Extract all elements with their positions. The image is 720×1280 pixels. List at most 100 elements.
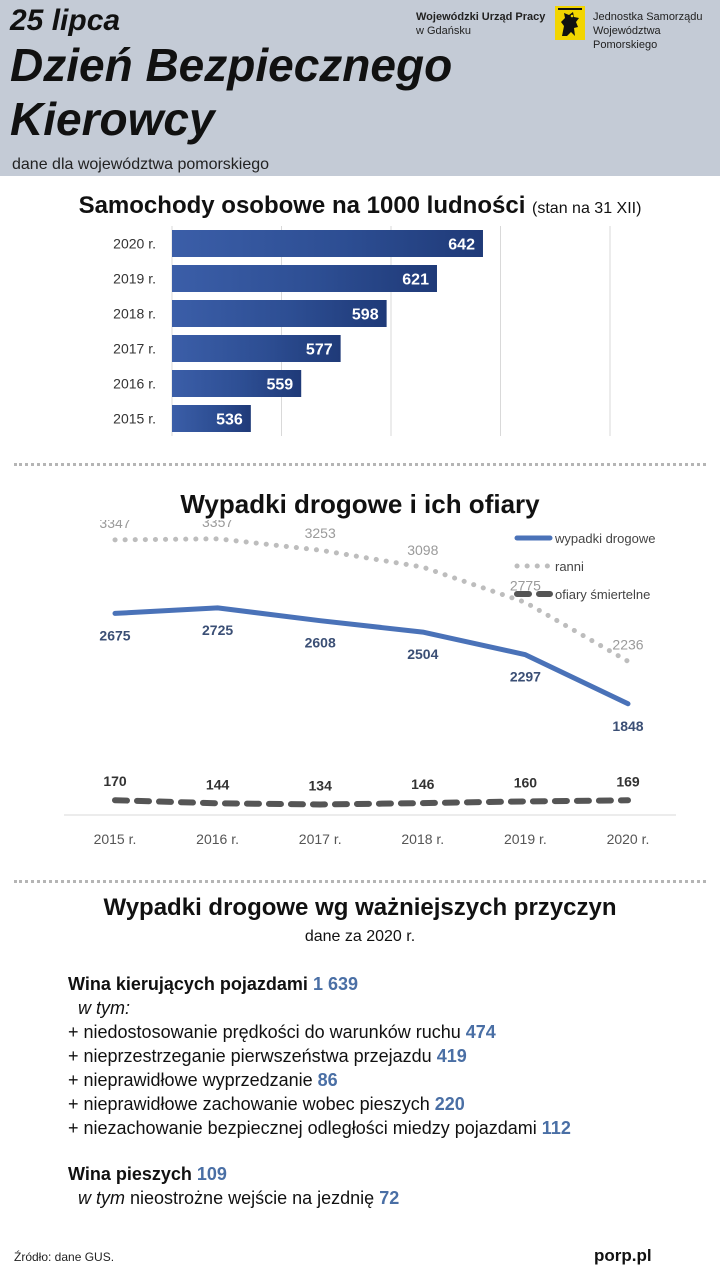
legend-label: wypadki drogowe [554,531,655,546]
pedestrians-fault-heading: Wina pieszych 109 [68,1162,708,1186]
cause-item: + niedostosowanie prędkości do warunków … [68,1020,708,1044]
data-label: 1848 [612,718,643,734]
org-samorzad: Jednostka Samorządu Województwa Pomorski… [593,10,720,52]
org-wup: Wojewódzki Urząd Pracy w Gdańsku [416,10,545,38]
data-label: 2775 [510,577,541,593]
cause-item-value: 220 [434,1094,465,1114]
cause-item-label: + niedostosowanie prędkości do warunków … [68,1022,461,1042]
bar [172,335,341,362]
data-label: 3347 [99,520,130,531]
cause-item-value: 86 [317,1070,338,1090]
cause-item-label: + nieprawidłowe zachowanie wobec pieszyc… [68,1094,430,1114]
org-wup-name: Wojewódzki Urząd Pracy [416,11,546,23]
data-label: 160 [514,774,538,790]
x-tick-label: 2015 r. [94,831,137,847]
org-wup-city: w Gdańsku [416,25,472,37]
bar-category-label: 2020 r. [113,236,156,252]
cause-item-value: 419 [436,1046,467,1066]
pomorskie-griffin-logo-icon [555,6,585,40]
data-label: 169 [616,773,640,789]
cars-chart-title: Samochody osobowe na 1000 ludności (stan… [0,192,720,220]
header-banner: 25 lipca Dzień Bezpiecznego Kierowcy dan… [0,0,720,176]
data-label: 2608 [305,635,336,651]
bar-category-label: 2016 r. [113,376,156,392]
header-title-line1: Dzień Bezpiecznego [10,39,453,91]
cause-item-value: 112 [541,1118,571,1138]
x-tick-label: 2020 r. [607,831,650,847]
bar [172,265,437,292]
section-divider-1 [14,463,706,466]
data-label: 170 [103,773,127,789]
causes-list: Wina kierujących pojazdami 1 639 w tym: … [68,972,708,1210]
causes-title: Wypadki drogowe wg ważniejszych przyczyn [103,894,617,921]
accidents-line-chart: wypadki drogowe ranni ofiary śmiertelne 26… [64,520,676,847]
x-tick-label: 2017 r. [299,831,342,847]
cause-item-label: + nieprzestrzeganie pierwszeństwa przeja… [68,1046,432,1066]
x-tick-label: 2019 r. [504,831,547,847]
data-label: 2725 [202,622,233,638]
pedestrians-item-label: nieostrożne wejście na jezdnię [130,1188,375,1208]
cause-item-label: + niezachowanie bezpiecznej odległości m… [68,1118,537,1138]
legend-label: ranni [555,559,584,574]
bar-value-label: 577 [306,342,333,359]
data-label: 2297 [510,669,541,685]
bar [172,230,483,257]
causes-subtitle: dane za 2020 r. [304,928,416,945]
series-line-solid [112,605,631,707]
cause-item: + nieprawidłowe wyprzedzanie 86 [68,1068,708,1092]
cars-bar-chart: 2020 r. 642 2019 r. 621 2018 r. 598 2017 r. 577… [113,226,611,436]
drivers-fault-label: Wina kierujących pojazdami [68,974,308,994]
data-label: 144 [206,776,230,792]
data-label: 2675 [99,627,130,643]
bar-value-label: 621 [402,272,429,289]
header-date: 25 lipca [10,4,121,37]
bar [172,405,251,432]
bar-value-label: 642 [448,237,475,254]
data-label: 3253 [305,525,336,541]
pedestrians-item: w tym nieostrożne wejście na jezdnię 72 [68,1186,708,1210]
pedestrians-fault-label: Wina pieszych [68,1164,192,1184]
data-label: 146 [411,776,435,792]
series-line-dashed [112,797,631,808]
bar-value-label: 598 [352,307,379,324]
bar [172,300,387,327]
section-divider-2 [14,880,706,883]
cars-chart-title-text: Samochody osobowe na 1000 ludności [78,192,526,219]
source-note: Źródło: dane GUS. [14,1250,115,1264]
x-tick-label: 2016 r. [196,831,239,847]
cause-item: + nieprzestrzeganie pierwszeństwa przeja… [68,1044,708,1068]
header-subtitle: dane dla województwa pomorskiego [12,156,270,173]
pedestrians-fault-value: 109 [196,1164,227,1184]
site-url: porp.pl [594,1246,652,1265]
pedestrians-item-value: 72 [379,1188,400,1208]
header-title-line2: Kierowcy [10,93,215,145]
accidents-chart-title: Wypadki drogowe i ich ofiary [180,489,540,519]
bar [172,370,302,397]
cause-item: + nieprawidłowe zachowanie wobec pieszyc… [68,1092,708,1116]
bar-value-label: 536 [216,412,243,429]
drivers-fault-heading: Wina kierujących pojazdami 1 639 [68,972,708,996]
org-samorzad-line1: Jednostka Samorządu [593,11,703,23]
org-samorzad-line2: Województwa Pomorskiego [593,25,661,51]
cause-item-label: + nieprawidłowe wyprzedzanie [68,1070,313,1090]
data-label: 2236 [612,636,643,652]
drivers-in-that: w tym: [78,998,130,1018]
bar-category-label: 2018 r. [113,306,156,322]
x-tick-label: 2018 r. [401,831,444,847]
header-title: Dzień Bezpiecznego Kierowcy [10,38,452,146]
bar-category-label: 2017 r. [113,341,156,357]
bar-value-label: 559 [267,377,294,394]
bar-category-label: 2015 r. [113,411,156,427]
cause-item-value: 474 [465,1022,496,1042]
data-label: 134 [309,778,333,794]
legend-label: ofiary śmiertelne [555,587,650,602]
data-label: 3357 [202,520,233,530]
bar-category-label: 2019 r. [113,271,156,287]
data-label: 3098 [407,542,438,558]
cause-item: + niezachowanie bezpiecznej odległości m… [68,1116,708,1140]
drivers-fault-value: 1 639 [312,974,358,994]
series-line-dotted [112,536,631,664]
data-label: 2504 [407,646,438,662]
pedestrians-in-that: w tym [78,1188,125,1208]
cars-chart-title-note: (stan na 31 XII) [532,200,642,217]
